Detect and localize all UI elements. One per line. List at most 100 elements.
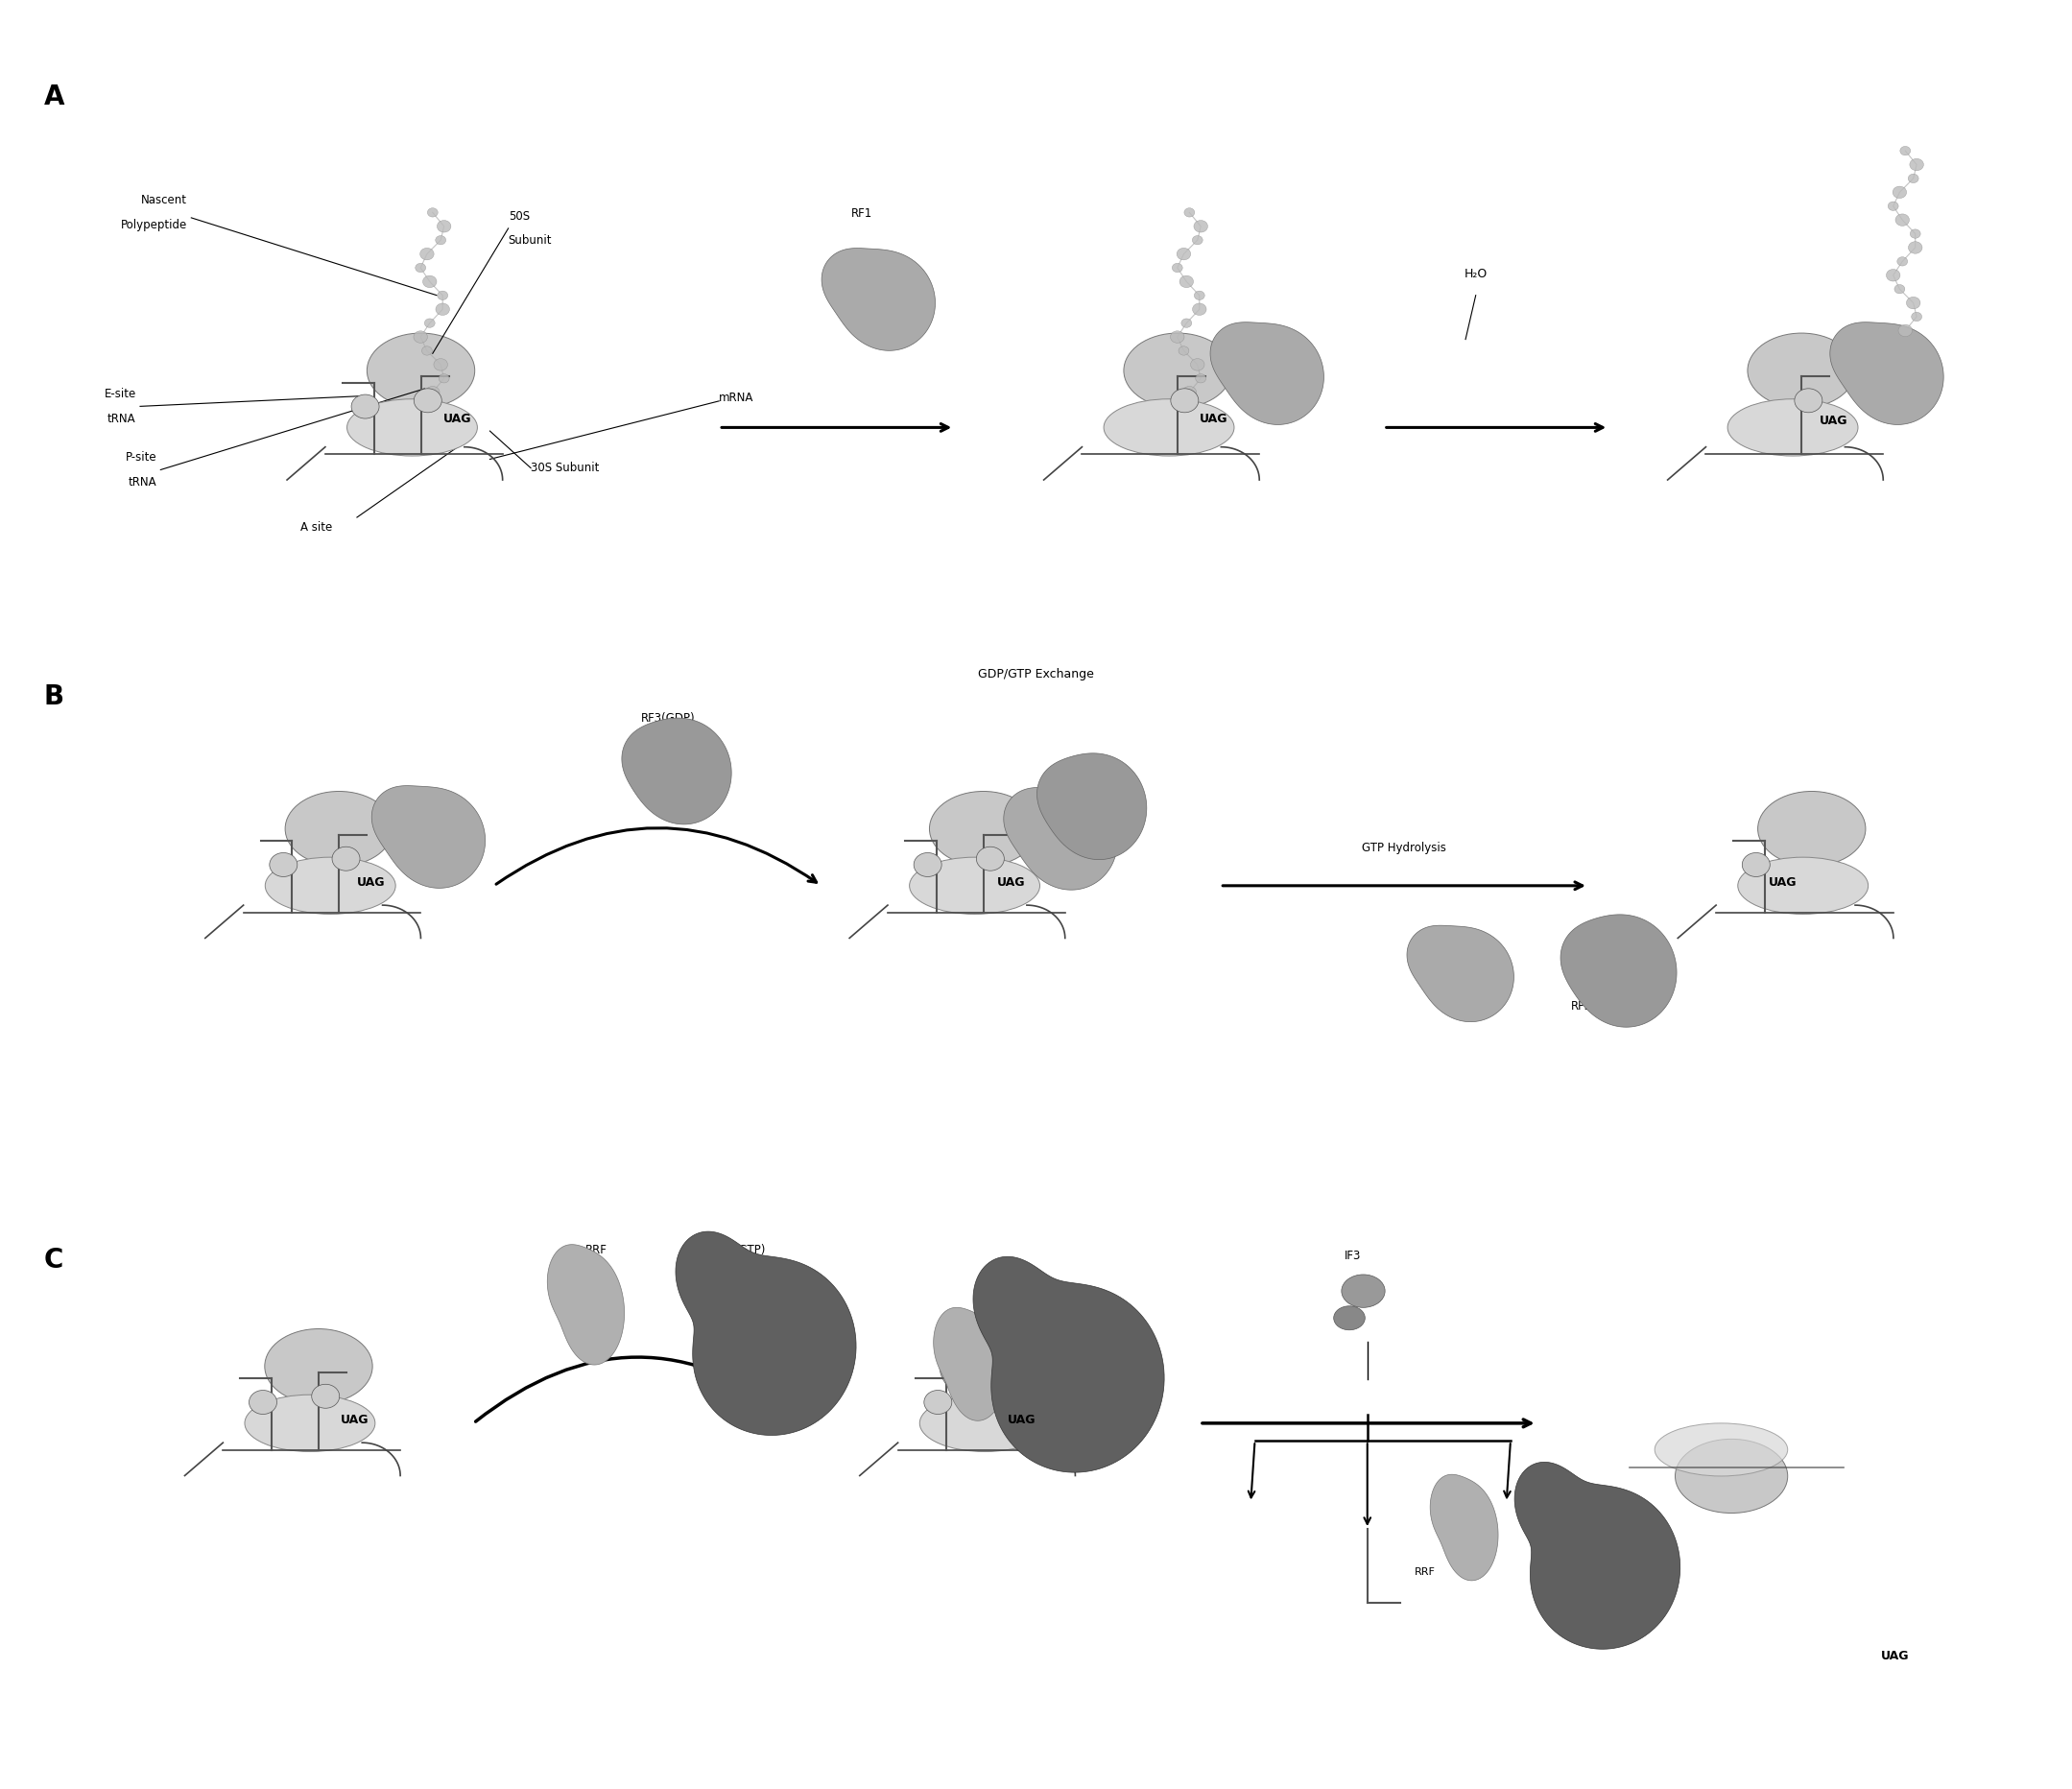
Polygon shape	[1407, 925, 1515, 1022]
Ellipse shape	[920, 1395, 1051, 1451]
Text: UAG: UAG	[356, 877, 385, 889]
Circle shape	[976, 846, 1005, 871]
Circle shape	[1908, 242, 1923, 254]
Ellipse shape	[1747, 333, 1854, 408]
Circle shape	[1894, 284, 1904, 293]
Circle shape	[352, 395, 379, 419]
Circle shape	[1892, 186, 1906, 199]
Polygon shape	[823, 249, 934, 351]
Polygon shape	[1515, 1462, 1680, 1649]
Polygon shape	[371, 785, 485, 887]
Circle shape	[437, 220, 452, 233]
Text: 50S: 50S	[508, 209, 530, 222]
Circle shape	[1898, 324, 1912, 336]
Ellipse shape	[1341, 1274, 1384, 1308]
Text: UAG: UAG	[1767, 877, 1796, 889]
Circle shape	[435, 304, 450, 315]
Text: GTP Hydrolysis: GTP Hydrolysis	[1361, 841, 1446, 853]
Polygon shape	[1003, 787, 1117, 889]
Circle shape	[1193, 304, 1206, 315]
Text: tRNA: tRNA	[108, 413, 137, 426]
Text: Subunit: Subunit	[508, 234, 551, 247]
Circle shape	[1173, 263, 1183, 272]
Polygon shape	[547, 1245, 624, 1365]
Circle shape	[423, 347, 433, 356]
Text: RRF: RRF	[1413, 1567, 1436, 1578]
Text: B: B	[44, 683, 64, 710]
Text: EFG(GDP): EFG(GDP)	[1542, 1585, 1593, 1596]
Circle shape	[1888, 202, 1898, 211]
Circle shape	[249, 1390, 278, 1415]
Circle shape	[1886, 270, 1900, 281]
Ellipse shape	[1656, 1424, 1788, 1476]
Polygon shape	[675, 1231, 856, 1435]
Text: UAG: UAG	[340, 1413, 369, 1426]
Text: UAG: UAG	[1881, 1649, 1908, 1662]
Ellipse shape	[346, 399, 477, 456]
Circle shape	[1743, 853, 1769, 877]
Circle shape	[1191, 358, 1204, 370]
Circle shape	[1912, 313, 1923, 322]
Circle shape	[414, 263, 425, 272]
Circle shape	[1171, 331, 1185, 343]
Text: C: C	[44, 1247, 64, 1274]
Circle shape	[1177, 249, 1191, 259]
Ellipse shape	[265, 857, 396, 914]
Text: RF1: RF1	[1434, 995, 1457, 1007]
Circle shape	[1181, 318, 1191, 327]
Text: mRNA: mRNA	[719, 392, 754, 404]
Text: EFG(GTP): EFG(GTP)	[713, 1245, 767, 1256]
Polygon shape	[1036, 753, 1146, 859]
Ellipse shape	[941, 1329, 1048, 1404]
Circle shape	[414, 388, 441, 413]
Circle shape	[914, 853, 941, 877]
Circle shape	[1794, 388, 1823, 413]
Text: UAG: UAG	[1200, 413, 1229, 426]
Text: RF1: RF1	[852, 208, 872, 220]
Circle shape	[433, 358, 448, 370]
Circle shape	[1179, 276, 1193, 288]
Circle shape	[1900, 147, 1910, 156]
Ellipse shape	[244, 1395, 375, 1451]
Text: H₂O: H₂O	[1465, 268, 1488, 281]
Circle shape	[1908, 174, 1919, 182]
Circle shape	[1183, 386, 1196, 399]
Text: A: A	[44, 84, 64, 111]
Polygon shape	[1210, 322, 1324, 424]
Ellipse shape	[1738, 857, 1869, 914]
Circle shape	[437, 292, 448, 301]
Polygon shape	[1830, 322, 1944, 424]
Text: RRF: RRF	[584, 1245, 607, 1256]
Circle shape	[1193, 292, 1204, 301]
Ellipse shape	[930, 791, 1038, 866]
Circle shape	[425, 318, 435, 327]
Circle shape	[269, 853, 296, 877]
Circle shape	[332, 846, 361, 871]
Circle shape	[1185, 208, 1196, 216]
Text: UAG: UAG	[1819, 415, 1848, 426]
Ellipse shape	[1123, 333, 1231, 408]
Circle shape	[1179, 347, 1189, 356]
Ellipse shape	[1104, 399, 1235, 456]
Text: P-site: P-site	[124, 451, 157, 463]
Circle shape	[1898, 258, 1908, 267]
Circle shape	[414, 331, 427, 343]
Ellipse shape	[910, 857, 1040, 914]
Polygon shape	[1560, 914, 1676, 1027]
Circle shape	[1910, 159, 1923, 170]
Circle shape	[1906, 297, 1921, 309]
Text: UAG: UAG	[997, 877, 1026, 889]
Polygon shape	[1430, 1474, 1498, 1581]
Ellipse shape	[265, 1329, 373, 1404]
Ellipse shape	[1728, 399, 1859, 456]
Polygon shape	[622, 717, 731, 825]
Circle shape	[1171, 388, 1198, 413]
Ellipse shape	[1334, 1306, 1365, 1329]
Circle shape	[1193, 220, 1208, 233]
Circle shape	[1196, 374, 1206, 383]
Ellipse shape	[1674, 1438, 1788, 1513]
Ellipse shape	[286, 791, 394, 866]
Text: RF3(GDP): RF3(GDP)	[640, 712, 694, 725]
Text: GTP Hydrolysis: GTP Hydrolysis	[1005, 1290, 1088, 1302]
Text: Polypeptide: Polypeptide	[120, 218, 186, 231]
